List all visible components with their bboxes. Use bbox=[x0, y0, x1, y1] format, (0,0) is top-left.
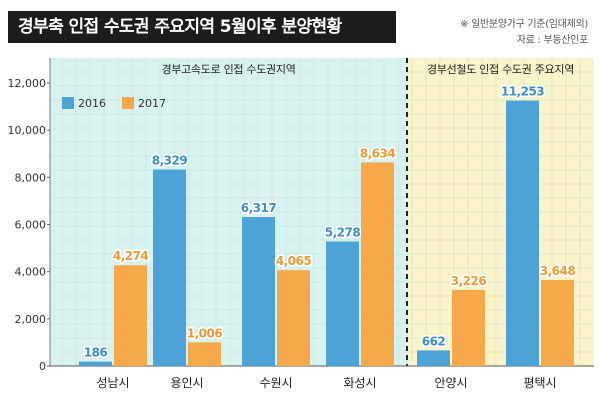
data-label-2017: 3,648 bbox=[540, 264, 576, 278]
bar-2016 bbox=[506, 100, 539, 366]
group-label-railway: 경부선철도 인접 수도권 주요지역 bbox=[427, 63, 574, 76]
data-label-2017: 4,274 bbox=[113, 249, 149, 263]
bar-2016 bbox=[417, 350, 450, 366]
x-tick-label: 수원시 bbox=[259, 376, 292, 390]
data-label-2016: 6,317 bbox=[241, 201, 277, 215]
data-label-2016: 8,329 bbox=[152, 154, 188, 168]
data-label-2016: 662 bbox=[422, 334, 446, 348]
data-label-2017: 4,065 bbox=[276, 254, 312, 268]
x-tick-label: 화성시 bbox=[343, 376, 376, 390]
data-label-2017: 3,226 bbox=[451, 274, 487, 288]
y-tick-label: 2,000 bbox=[15, 313, 47, 326]
bar-2017 bbox=[114, 265, 147, 366]
source-note: 자료 : 부동산인포 bbox=[516, 35, 588, 46]
data-label-2016: 186 bbox=[84, 346, 108, 360]
group-label-highway: 경부고속도로 인접 수도권지역 bbox=[161, 63, 295, 76]
bar-2016 bbox=[153, 169, 186, 366]
basis-note: ※ 일반분양가구 기준(임대제외) bbox=[460, 19, 588, 30]
y-tick-label: 10,000 bbox=[8, 124, 47, 137]
bar-2017 bbox=[361, 162, 394, 366]
y-tick-label: 8,000 bbox=[15, 171, 47, 184]
x-tick-label: 안양시 bbox=[434, 376, 467, 390]
data-label-2017: 1,006 bbox=[187, 326, 223, 340]
bar-2017 bbox=[452, 289, 485, 366]
bar-2016 bbox=[242, 217, 275, 366]
data-label-2017: 8,634 bbox=[360, 146, 396, 160]
x-tick-label: 용인시 bbox=[170, 376, 203, 390]
legend-swatch-2017 bbox=[122, 97, 134, 109]
legend-label-2017: 2017 bbox=[138, 97, 166, 110]
x-tick-label: 성남시 bbox=[96, 376, 129, 390]
data-label-2016: 5,278 bbox=[325, 226, 361, 240]
x-tick-label: 평택시 bbox=[523, 376, 556, 390]
legend-label-2016: 2016 bbox=[78, 97, 106, 110]
bar-2016 bbox=[79, 361, 112, 366]
bar-2016 bbox=[326, 241, 359, 366]
data-label-2016: 11,253 bbox=[501, 85, 544, 99]
bar-2017 bbox=[541, 279, 574, 366]
bar-2017 bbox=[188, 342, 221, 366]
y-tick-label: 0 bbox=[39, 360, 46, 373]
chart-title: 경부축 인접 수도권 주요지역 5월이후 분양현황 bbox=[8, 11, 396, 43]
legend-swatch-2016 bbox=[62, 97, 74, 109]
y-tick-label: 4,000 bbox=[15, 266, 47, 279]
y-tick-label: 12,000 bbox=[8, 77, 47, 90]
bar-2017 bbox=[277, 270, 310, 366]
y-tick-label: 6,000 bbox=[15, 219, 47, 232]
